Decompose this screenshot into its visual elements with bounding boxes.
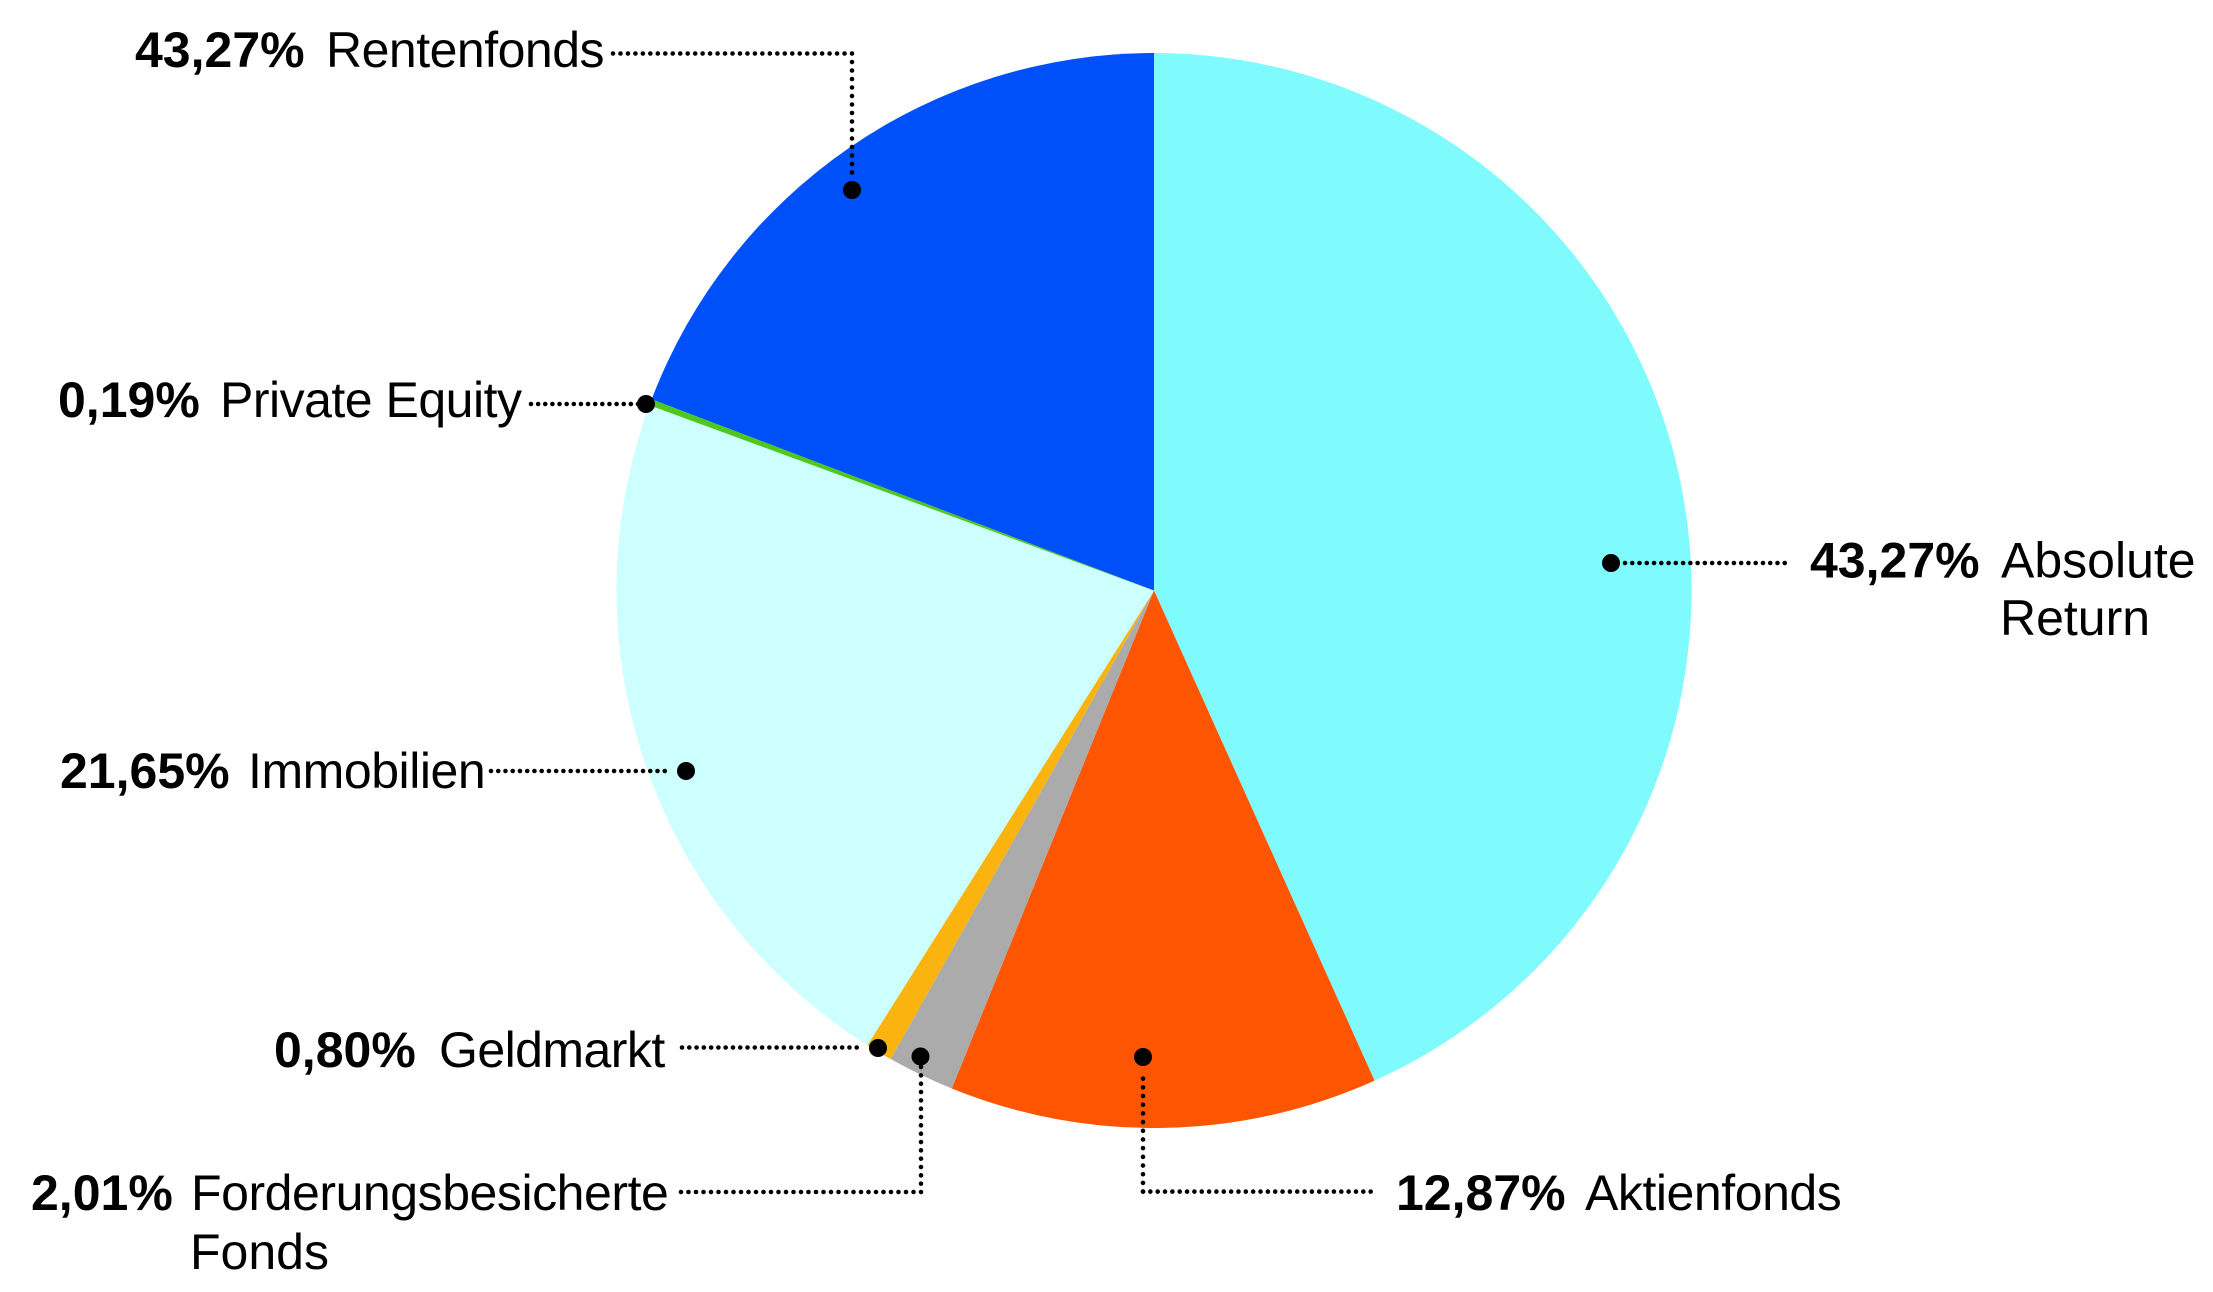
svg-text:43,27%Absolute: 43,27% Absolute xyxy=(1810,533,2196,589)
svg-text:0,80%Geldmarkt: 0,80% Geldmarkt xyxy=(274,1022,665,1078)
svg-text:Fonds: Fonds xyxy=(190,1224,329,1280)
svg-text:21,65%Immobilien: 21,65% Immobilien xyxy=(60,743,485,799)
svg-text:0,19%Private Equity: 0,19% Private Equity xyxy=(58,372,522,428)
svg-text:12,87%Aktienfonds: 12,87% Aktienfonds xyxy=(1396,1165,1841,1221)
svg-text:43,27%Rentenfonds: 43,27% Rentenfonds xyxy=(135,22,604,78)
svg-text:2,01%Forderungsbesicherte: 2,01% Forderungsbesicherte xyxy=(31,1165,668,1221)
svg-text:Return: Return xyxy=(2000,590,2150,646)
